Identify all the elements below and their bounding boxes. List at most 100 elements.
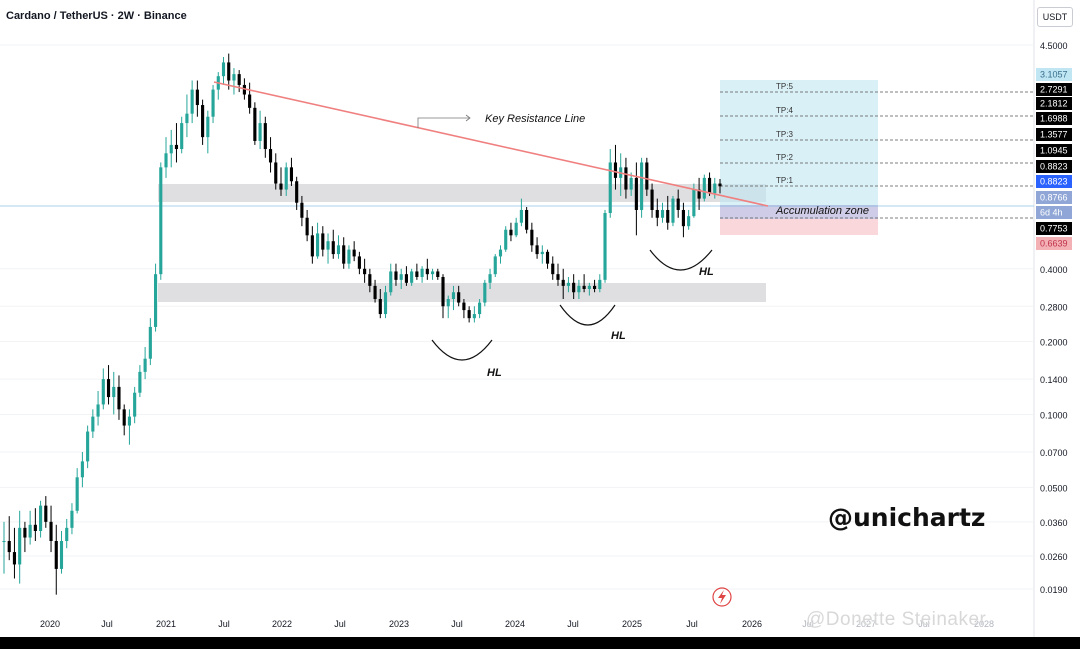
candle-body	[420, 268, 424, 277]
y-tick-label: 0.1000	[1040, 410, 1068, 420]
candle-body	[593, 285, 597, 290]
candle-body	[174, 144, 179, 150]
candles	[2, 53, 722, 595]
candle-body	[352, 249, 356, 257]
price-tag-label: 0.7753	[1040, 224, 1068, 234]
price-tag-label: 0.8766	[1040, 193, 1068, 203]
candle-body	[190, 89, 194, 114]
candle-body	[185, 113, 189, 124]
price-tag-label: 2.1812	[1040, 99, 1068, 109]
x-tick-label: 2024	[505, 619, 525, 629]
candle-body	[519, 209, 523, 223]
price-tag-label: 1.3577	[1040, 130, 1068, 140]
candle-body	[310, 235, 314, 257]
price-tag	[1036, 222, 1072, 235]
higher-low-arc	[431, 339, 493, 361]
price-tag	[1036, 83, 1072, 96]
x-tick-label-future: Jul	[918, 619, 930, 629]
currency-unit-badge[interactable]: USDT	[1037, 7, 1073, 27]
candle-body	[336, 245, 341, 255]
grid	[0, 44, 1034, 590]
candle-body	[305, 217, 309, 236]
candle-body	[488, 274, 492, 283]
accumulation-box	[720, 205, 878, 219]
candle-body	[201, 105, 205, 138]
candle-body	[498, 249, 503, 257]
candle-body	[430, 271, 435, 275]
y-tick-label: 0.0500	[1040, 483, 1068, 493]
y-tick-label: 0.0700	[1040, 448, 1068, 458]
price-tag-label: 0.8823	[1040, 162, 1068, 172]
alert-lightning-icon	[712, 587, 732, 607]
price-tag-label: 6d 4h	[1040, 208, 1063, 218]
candle-body	[383, 292, 388, 315]
upper-support-zone	[158, 184, 766, 202]
higher-low-label: HL	[699, 266, 714, 278]
candle-body	[321, 233, 325, 250]
candle-body	[441, 276, 445, 307]
candle-body	[650, 189, 654, 210]
price-tag-label: 1.0945	[1040, 146, 1068, 156]
candle-body	[540, 251, 544, 255]
candle-body	[577, 285, 581, 293]
candle-body	[566, 282, 571, 286]
candle-body	[133, 392, 137, 417]
candle-body	[624, 167, 628, 190]
candle-body	[629, 177, 633, 190]
candle-body	[363, 268, 367, 275]
candle-body	[237, 74, 241, 85]
candle-body	[697, 189, 701, 199]
candle-body	[347, 249, 351, 264]
candle-body	[96, 404, 100, 417]
candle-body	[582, 285, 586, 290]
candle-body	[399, 274, 403, 280]
candle-body	[253, 107, 257, 141]
candle-body	[436, 271, 440, 277]
x-tick-label: 2021	[156, 619, 176, 629]
candle-body	[504, 229, 508, 250]
candle-body	[713, 183, 717, 194]
y-tick-label: 0.2000	[1040, 338, 1068, 348]
price-tag	[1036, 175, 1072, 188]
candle-body	[561, 279, 565, 286]
lightning-glyph	[718, 590, 726, 604]
candle-body	[127, 416, 131, 426]
candle-body	[153, 274, 158, 327]
social-watermark: @Donette Steinaker	[806, 609, 987, 630]
candle-body	[530, 229, 534, 246]
tp-label: TP:4	[776, 106, 793, 115]
candle-body	[373, 285, 377, 300]
tp-label: TP:2	[776, 153, 793, 162]
candle-body	[117, 386, 121, 410]
x-tick-label: 2026	[742, 619, 762, 629]
price-tag	[1036, 191, 1072, 204]
candle-body	[258, 123, 262, 141]
x-tick-label: Jul	[218, 619, 230, 629]
candle-body	[331, 241, 335, 255]
candle-body	[342, 245, 346, 264]
x-tick-label: Jul	[567, 619, 579, 629]
x-tick-label: 2022	[272, 619, 292, 629]
price-tag-label: 0.6639	[1040, 239, 1068, 249]
price-tag-label: 1.6988	[1040, 114, 1068, 124]
price-tag-label: 3.1057	[1040, 70, 1068, 80]
lower-support-zone	[158, 283, 766, 302]
candle-body	[159, 167, 163, 275]
x-tick-label-future: 2028	[974, 619, 994, 629]
chart-title: Cardano / TetherUS · 2W · Binance	[6, 10, 187, 22]
candle-body	[91, 416, 95, 432]
candle-body	[206, 116, 210, 138]
candle-body	[169, 144, 173, 154]
candle-body	[718, 183, 722, 187]
y-tick-label: 0.0360	[1040, 518, 1068, 528]
candle-body	[248, 94, 252, 108]
arrow-head	[465, 114, 471, 122]
candle-body	[676, 198, 680, 210]
candle-body	[28, 524, 32, 538]
candle-body	[357, 256, 361, 269]
candle-body	[227, 62, 231, 81]
candle-body	[284, 167, 288, 190]
candle-body	[289, 167, 294, 182]
